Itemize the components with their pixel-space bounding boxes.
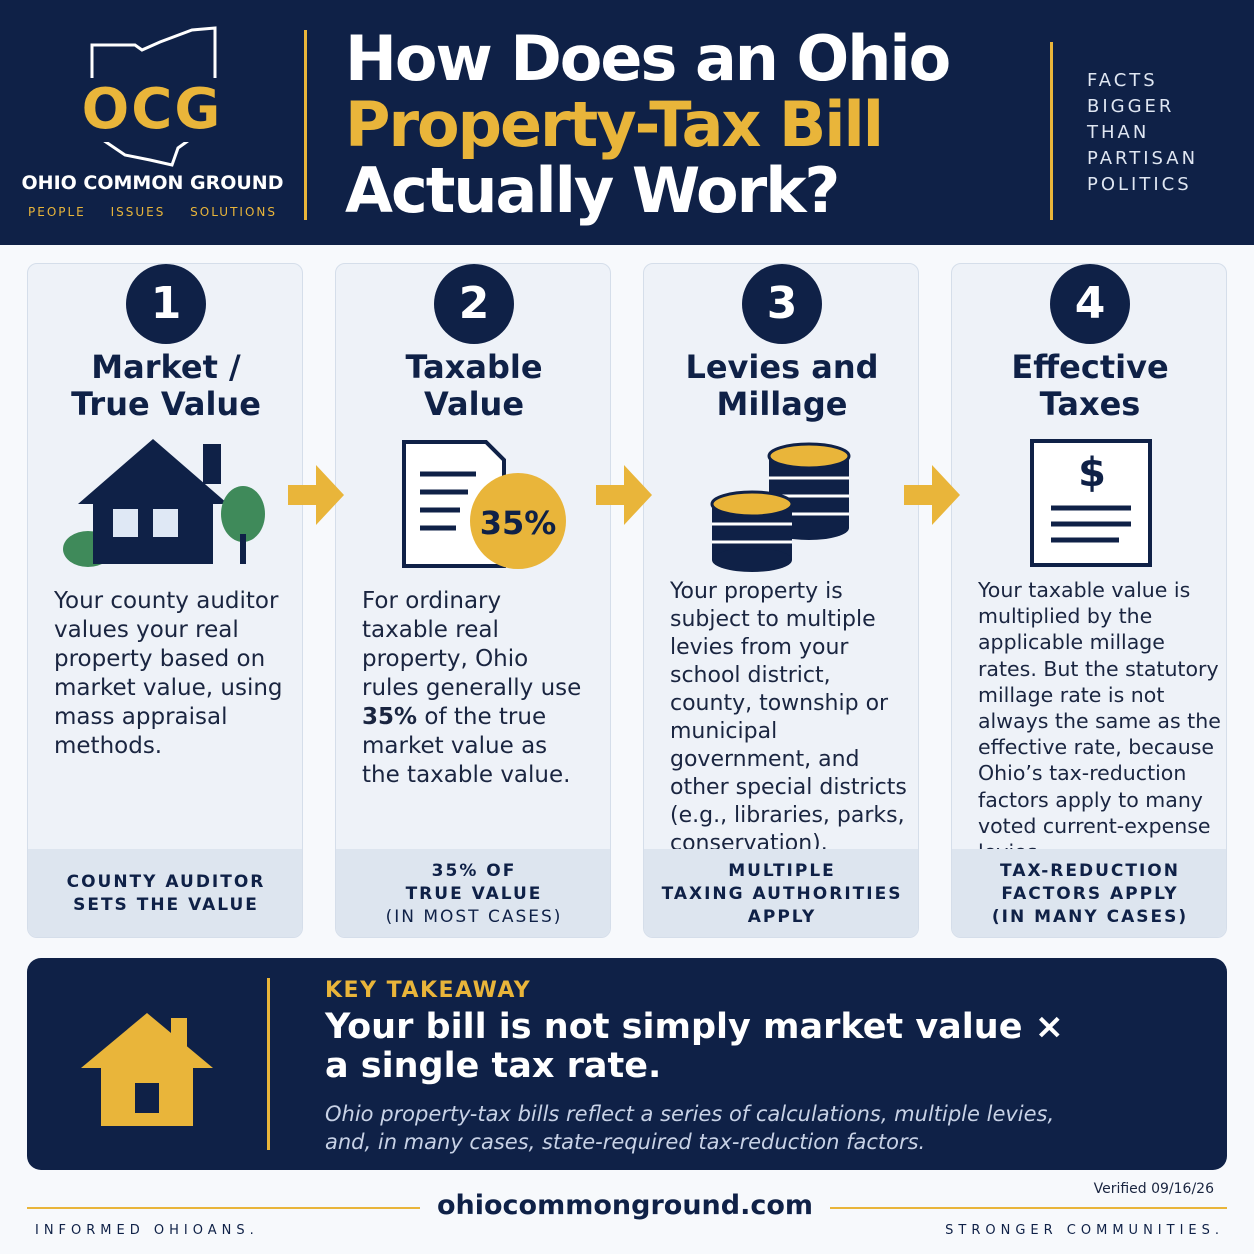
footer-line: 35% OF — [431, 860, 517, 881]
motto-line: THAN — [1087, 122, 1150, 143]
motto-line: PARTISAN — [1087, 148, 1199, 169]
footer-line: COUNTY AUDITOR — [66, 872, 266, 892]
rule — [830, 1207, 1227, 1209]
logo-mark: OCG — [72, 78, 232, 142]
footer-line: SETS THE VALUE — [73, 895, 259, 915]
step-description: For ordinary taxable real property, Ohio… — [362, 587, 592, 790]
title-line: Taxes — [1039, 385, 1141, 423]
step-title: Taxable Value — [336, 348, 610, 423]
title-line: Taxable — [405, 348, 543, 386]
takeaway-headline: Your bill is not simply market value × a … — [325, 1008, 1064, 1086]
house-icon — [63, 439, 265, 567]
step-title: Effective Taxes — [952, 348, 1226, 423]
title-line: Millage — [716, 385, 848, 423]
footer-line: MULTIPLE — [728, 860, 836, 881]
step-title: Market / True Value — [28, 348, 302, 423]
headline-line: Your bill is not simply market value × — [325, 1007, 1064, 1047]
footer-tagline: INFORMED OHIOANS. — [35, 1223, 259, 1238]
title-line: Property-Tax Bill — [345, 88, 884, 161]
document-icon — [402, 440, 566, 569]
step-title: Levies and Millage — [644, 348, 918, 423]
step-description: Your taxable value is multiplied by the … — [978, 578, 1221, 864]
takeaway-body: Ohio property-tax bills reflect a series… — [325, 1100, 1054, 1156]
title-line: How Does an Ohio — [345, 22, 951, 95]
step-description: Your property is subject to multiple lev… — [670, 579, 907, 856]
step-card: 4 Effective Taxes $ Your taxable value is… — [951, 263, 1227, 938]
takeaway-label: KEY TAKEAWAY — [325, 978, 532, 1003]
icon-label: 35% — [479, 504, 557, 542]
footer-line: APPLY — [747, 906, 817, 927]
body-line: Ohio property-tax bills reflect a series… — [325, 1102, 1055, 1126]
headline-line: a single tax rate. — [325, 1046, 662, 1086]
flow-arrow — [904, 465, 960, 525]
step-card: 3 Levies and Millage Your property is sub… — [643, 263, 919, 938]
step-number: 1 — [126, 264, 206, 344]
motto-line: FACTS — [1087, 70, 1158, 91]
pillar: PEOPLE — [28, 205, 86, 219]
description-emphasis: 35% — [362, 704, 418, 730]
step-number: 2 — [434, 264, 514, 344]
description-text: of the true market value as the taxable … — [362, 704, 571, 788]
step-footer: COUNTY AUDITOR SETS THE VALUE — [28, 849, 302, 937]
website[interactable]: ohiocommonground.com — [436, 1190, 814, 1221]
divider — [267, 978, 270, 1150]
logo-pillars: PEOPLE ISSUES SOLUTIONS — [20, 205, 285, 219]
house-icon — [81, 1013, 213, 1126]
icon-label: $ — [1078, 450, 1106, 496]
title-line: Market / — [91, 348, 241, 386]
description-text: For ordinary taxable real property, Ohio… — [362, 588, 582, 701]
step-number: 3 — [742, 264, 822, 344]
step-description: Your county auditor values your real pro… — [54, 588, 283, 759]
footer-tagline: STRONGER COMMUNITIES. — [945, 1223, 1224, 1238]
header: OCG OHIO COMMON GROUND PEOPLE ISSUES SOL… — [0, 0, 1254, 245]
step-card: 1 Market / True Value Your county auditor… — [27, 263, 303, 938]
title-line: Value — [423, 385, 525, 423]
pillar: ISSUES — [110, 205, 166, 219]
bill-icon — [1030, 439, 1152, 567]
divider — [304, 30, 307, 220]
flow-arrow — [288, 465, 344, 525]
title-line: Effective — [1011, 348, 1169, 386]
key-takeaway: KEY TAKEAWAY Your bill is not simply mar… — [27, 958, 1227, 1170]
step-number: 4 — [1050, 264, 1130, 344]
flow-arrow — [596, 465, 652, 525]
verified-date: Verified 09/16/26 — [1093, 1181, 1214, 1197]
step-card: 2 Taxable Value 35% For ordinary taxable … — [335, 263, 611, 938]
rule — [27, 1207, 420, 1209]
footer-line: FACTORS APPLY — [1001, 883, 1179, 904]
step-footer: 35% OF TRUE VALUE (IN MOST CASES) — [336, 849, 610, 937]
footer-line: TAX-REDUCTION — [1000, 860, 1180, 881]
coins-icon — [710, 442, 851, 572]
footer-line: (IN MOST CASES) — [385, 906, 563, 927]
motto-line: POLITICS — [1087, 174, 1192, 195]
title-line: True Value — [71, 385, 261, 423]
motto-line: BIGGER — [1087, 96, 1175, 117]
divider — [1050, 42, 1053, 220]
body-line: and, in many cases, state-required tax-r… — [325, 1130, 926, 1154]
title-line: Levies and — [685, 348, 879, 386]
footer-line: (IN MANY CASES) — [991, 906, 1189, 927]
pillar: SOLUTIONS — [190, 205, 277, 219]
logo-name: OHIO COMMON GROUND — [21, 172, 284, 194]
title-line: Actually Work? — [345, 154, 840, 227]
step-footer: MULTIPLE TAXING AUTHORITIES APPLY — [644, 849, 918, 937]
step-footer: TAX-REDUCTION FACTORS APPLY (IN MANY CASES… — [952, 849, 1226, 937]
footer-line: TRUE VALUE — [405, 883, 543, 904]
footer-line: TAXING AUTHORITIES — [661, 883, 903, 904]
